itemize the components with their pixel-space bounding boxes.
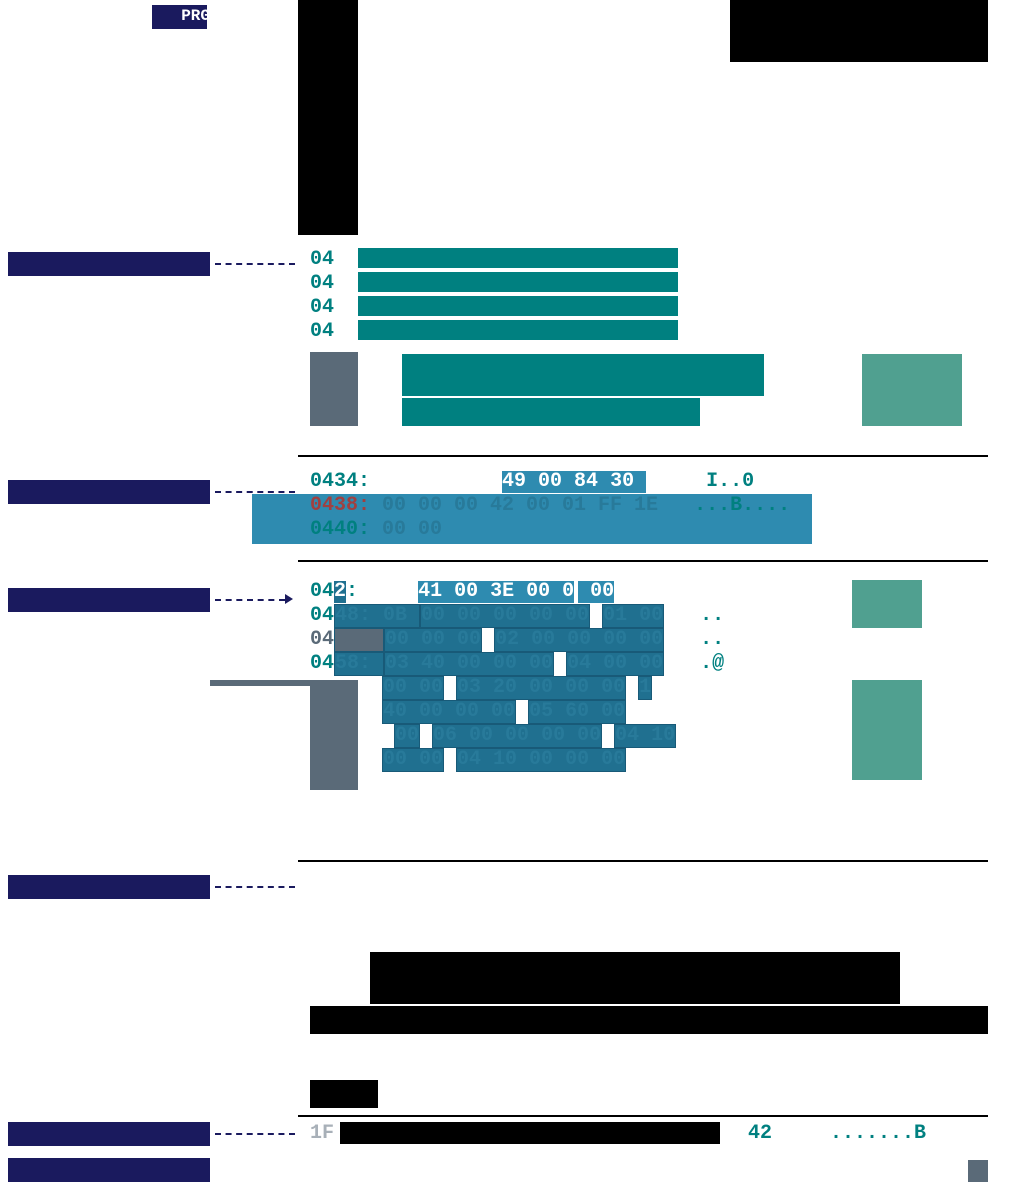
enc-label-bar [8, 875, 210, 899]
footer-bar-2 [8, 1158, 210, 1182]
sep-3 [298, 860, 988, 862]
basic-label-bar [8, 252, 210, 276]
array-arrow [285, 594, 293, 604]
footer-bar-1 [8, 1122, 210, 1146]
mc-row-1: 0434: 49 00 84 30 I..0 [310, 470, 800, 494]
teal-block-1 [402, 354, 764, 396]
hex-row-3: 04 20 A4 .. I.0 . [310, 296, 562, 320]
arr-row-6: 40 00 00 00 05 60 00 [310, 700, 724, 724]
arr-row-1: 042: 41 00 3E 00 0 00 [310, 580, 724, 604]
basic-connector [215, 263, 295, 265]
footer-connector [215, 1133, 295, 1135]
enc-blk-2 [310, 1006, 988, 1034]
hex-row-1: 04 20 41 ..... A [310, 248, 562, 272]
sep-2 [298, 560, 988, 562]
prg-label: PRG [10, 7, 210, 25]
footer-byte: 42 [748, 1122, 772, 1145]
left-gap-block [298, 0, 358, 235]
arr-row-4: 0458: 03 40 00 00 00 04 00 00 .@ [310, 652, 724, 676]
arr-row-3: 0450: 00 00 00 02 00 00 00 00 .. [310, 628, 724, 652]
teal-block-2 [402, 398, 700, 426]
mc-connector [215, 491, 295, 493]
corner-box [968, 1160, 988, 1182]
mc-row-3: 0440: 00 00 [310, 518, 800, 542]
footer-blk [340, 1122, 720, 1144]
mc-row-2: 0438: 00 00 00 42 00 01 FF 1E ...B.... [310, 494, 800, 518]
sep-4 [298, 1115, 988, 1117]
green-block-1 [862, 354, 962, 426]
enc-connector [215, 886, 295, 888]
enc-blk-1 [370, 952, 900, 1004]
enc-blk-3 [310, 1080, 378, 1108]
hex-row-4: 04 49 29 10:A(I) [310, 320, 562, 344]
array-label-bar [8, 588, 210, 612]
gray-horiz-1 [210, 680, 310, 686]
mc-label-bar [8, 480, 210, 504]
arr-row-7: 00 06 00 00 00 00 04 10 [310, 724, 724, 748]
array-connector [215, 599, 285, 601]
arr-row-5: 00 00 03 20 00 00 00 1 [310, 676, 724, 700]
arr-row-2: 0448: 0B 00 00 00 00 00 01 00 .. [310, 604, 724, 628]
hex-row-2: 04 04 14 (10).%.. [310, 272, 562, 296]
gray-vert-1 [310, 680, 358, 790]
green-arr-1 [852, 580, 922, 628]
gray-left-block-1 [310, 352, 358, 426]
top-right-block [730, 0, 988, 62]
green-arr-2 [852, 680, 922, 780]
footer-ascii: .......B [830, 1122, 926, 1145]
sep-1 [298, 455, 988, 457]
arr-row-8: 00 00 04 10 00 00 00 [310, 748, 724, 772]
footer-addr: 1F [310, 1122, 334, 1145]
